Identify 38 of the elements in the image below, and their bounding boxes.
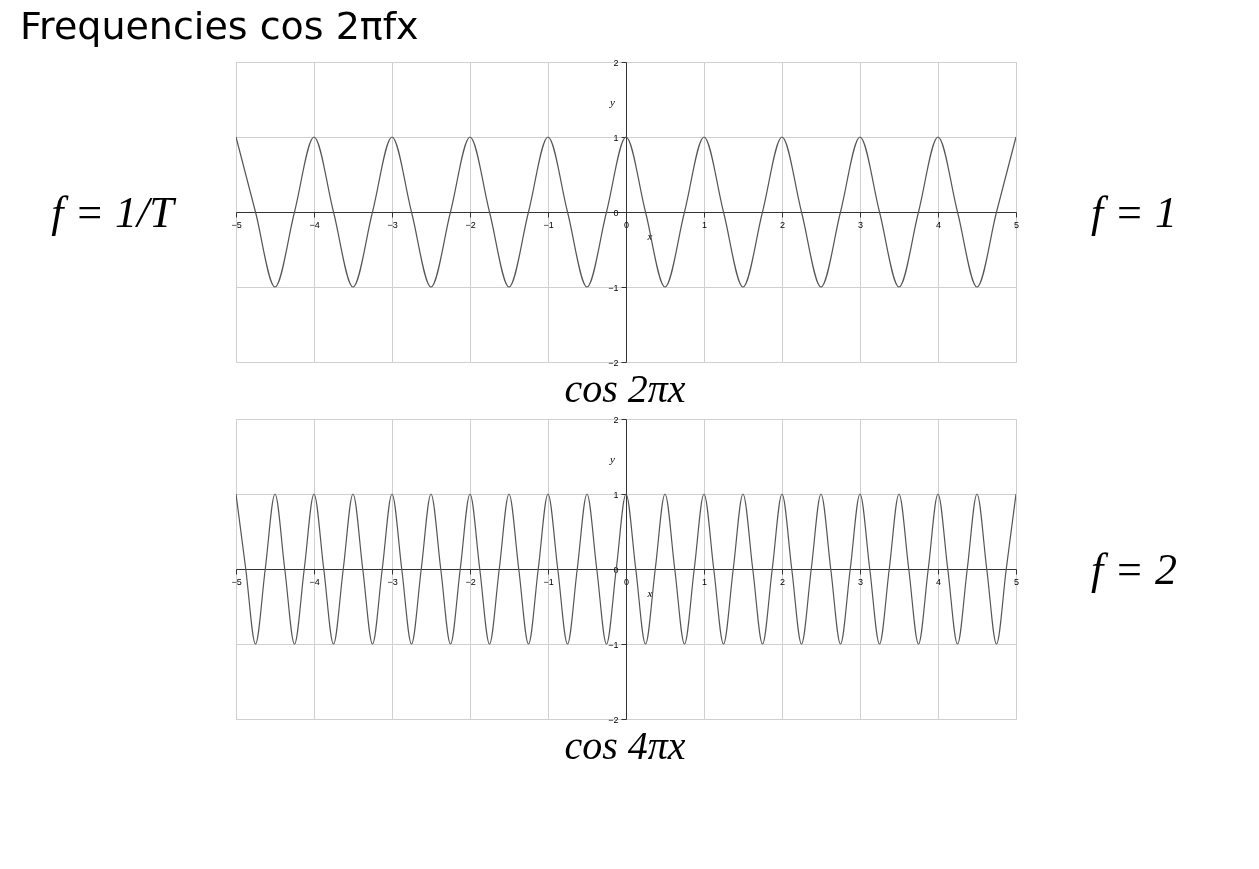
- x-tick-label: −4: [309, 576, 320, 587]
- y-tick-label: 1: [613, 489, 619, 500]
- x-tick-label: 1: [701, 576, 708, 587]
- x-tick-label: 4: [935, 219, 942, 230]
- x-tick-label: −2: [465, 576, 476, 587]
- x-tick-label: 5: [1013, 576, 1020, 587]
- x-tick-label: −3: [387, 219, 398, 230]
- text: f = 1: [1090, 187, 1178, 238]
- text: cos 2πx: [563, 366, 687, 413]
- chart-title: Frequencies cos 2πfx: [19, 3, 420, 50]
- text: f = 2: [1090, 544, 1178, 595]
- x-tick-label: −5: [231, 576, 242, 587]
- x-tick-label: 5: [1013, 219, 1020, 230]
- y-tick-label: −2: [608, 357, 619, 368]
- x-tick-label: −4: [309, 219, 320, 230]
- y-tick-label: 0: [613, 207, 619, 218]
- x-tick-label: 1: [701, 219, 708, 230]
- text: f = 1/T: [50, 187, 178, 238]
- x-tick-label: −1: [543, 576, 554, 587]
- y-tick-label: −1: [608, 639, 619, 650]
- y-axis-title: y: [609, 452, 616, 465]
- y-axis-title: y: [609, 95, 616, 108]
- y-tick-label: 2: [613, 57, 619, 68]
- x-tick-label: −1: [543, 219, 554, 230]
- y-tick-label: −2: [608, 714, 619, 725]
- text: cos 4πx: [563, 723, 687, 770]
- y-tick-label: 2: [613, 414, 619, 425]
- x-tick-label: 2: [779, 219, 786, 230]
- x-tick-label: −2: [465, 219, 476, 230]
- x-tick-label: −3: [387, 576, 398, 587]
- x-tick-label: 3: [857, 576, 864, 587]
- y-tick-label: −1: [608, 282, 619, 293]
- x-tick-label: −5: [231, 219, 242, 230]
- x-tick-label: 3: [857, 219, 864, 230]
- y-tick-label: 1: [613, 132, 619, 143]
- x-tick-label: 2: [779, 576, 786, 587]
- x-tick-label: 4: [935, 576, 942, 587]
- x-axis-title: x: [646, 229, 653, 242]
